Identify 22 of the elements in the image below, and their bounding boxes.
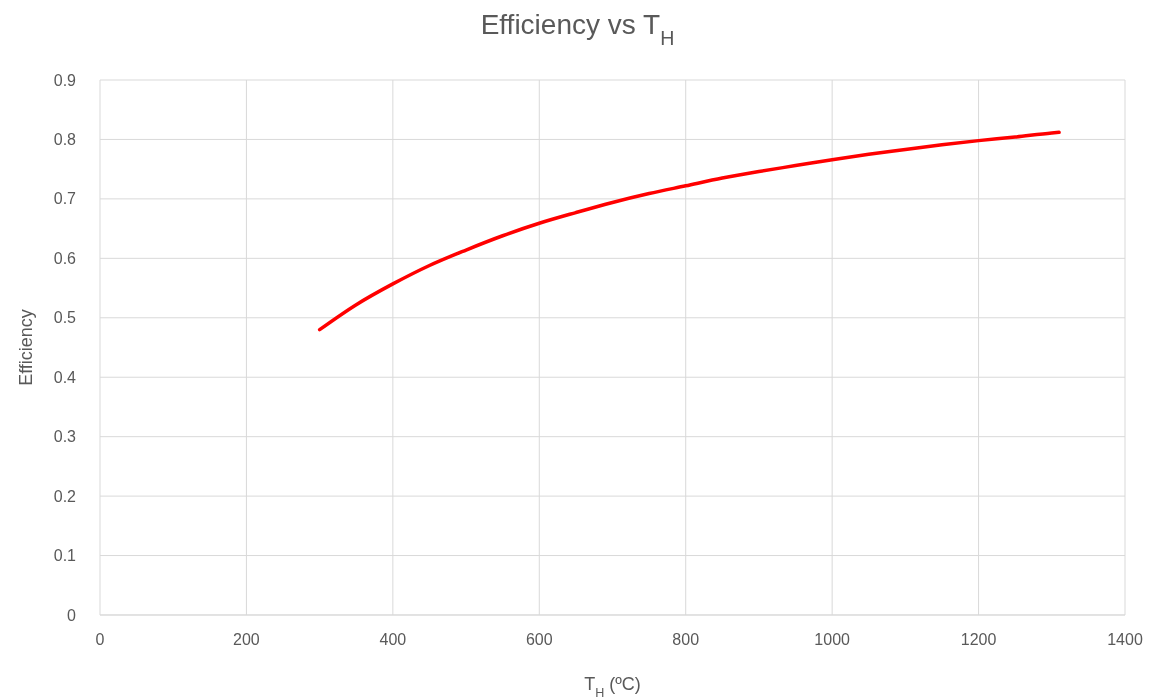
y-tick-label: 0.2 — [53, 487, 77, 505]
y-tick-label: 0.5 — [53, 309, 77, 327]
x-tick-label: 200 — [233, 631, 260, 648]
x-tick-label: 1000 — [814, 631, 851, 648]
x-tick-label: 800 — [672, 631, 700, 648]
y-axis-title: Efficiency — [16, 309, 36, 386]
y-tick-label: 0 — [67, 606, 77, 624]
y-tick-label: 0.7 — [53, 190, 77, 208]
y-tick-label: 0.3 — [53, 428, 77, 446]
y-tick-label: 0.9 — [53, 71, 77, 89]
x-axis-title: T$_{H}$ (ºC) — [584, 674, 641, 700]
y-tick-label: 0.4 — [53, 368, 77, 386]
line-series — [317, 130, 1061, 332]
y-tick-label: 0.8 — [53, 131, 77, 149]
y-tick-label: 0.6 — [53, 249, 77, 267]
y-tick-label: 0.1 — [53, 547, 77, 565]
x-tick-label: 600 — [525, 631, 553, 648]
x-tick-label: 1200 — [960, 631, 997, 648]
chart-title: Efficiency vs T$_{H}$ — [480, 9, 675, 49]
x-tick-label: 1400 — [1107, 631, 1143, 648]
x-tick-label: 0 — [95, 631, 105, 648]
x-tick-label: 400 — [379, 631, 407, 648]
